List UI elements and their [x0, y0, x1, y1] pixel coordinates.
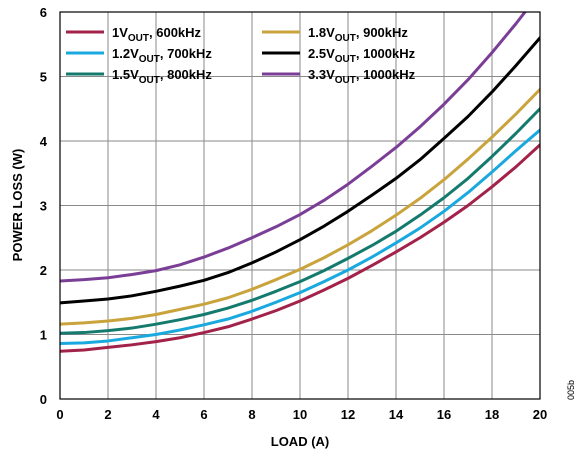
x-tick-label: 18 [485, 407, 499, 422]
legend-label: 1.8VOUT, 900kHz [308, 25, 408, 44]
legend-label-rest: , 900kHz [356, 25, 409, 40]
y-tick-label: 6 [40, 5, 47, 20]
legend-label-main: 3.3V [308, 67, 335, 82]
y-tick-label: 2 [40, 263, 47, 278]
legend-label-subscript: OUT [335, 33, 356, 44]
y-tick-label: 4 [40, 134, 48, 149]
legend-label: 3.3VOUT, 1000kHz [308, 67, 416, 86]
series-line-1 [60, 128, 540, 346]
legend-label-main: 1.5V [112, 67, 139, 82]
y-tick-label: 5 [40, 70, 47, 85]
figure-id: 005b [566, 380, 576, 400]
legend-label-subscript: OUT [139, 75, 160, 86]
x-tick-label: 8 [248, 407, 255, 422]
legend-item-3: 1.8VOUT, 900kHz [262, 25, 408, 44]
legend-label-subscript: OUT [128, 33, 149, 44]
x-tick-label: 16 [437, 407, 451, 422]
legend-label-rest: , 700kHz [160, 46, 213, 61]
series-line-3 [60, 87, 540, 326]
legend-label-main: 1.2V [112, 46, 139, 61]
x-axis-title: LOAD (A) [271, 434, 330, 449]
legend-label-rest: , 600kHz [149, 25, 202, 40]
series-line-0 [60, 143, 540, 353]
legend-label-rest: , 1000kHz [356, 67, 416, 82]
legend-label: 1VOUT, 600kHz [112, 25, 202, 44]
x-tick-labels: 0 2 4 6 8 10 12 14 16 18 20 [56, 407, 547, 422]
legend-label-main: 1V [112, 25, 128, 40]
x-tick-label: 4 [152, 407, 160, 422]
legend-item-2: 1.5VOUT, 800kHz [66, 67, 212, 86]
legend-label-subscript: OUT [335, 75, 356, 86]
y-tick-label: 0 [40, 392, 47, 407]
legend-label: 2.5VOUT, 1000kHz [308, 46, 416, 65]
x-tick-label: 6 [200, 407, 207, 422]
x-tick-label: 10 [293, 407, 307, 422]
legend-label-rest: , 800kHz [160, 67, 213, 82]
y-tick-label: 1 [40, 328, 47, 343]
series-line-2 [60, 107, 540, 335]
x-tick-label: 12 [341, 407, 355, 422]
x-tick-label: 20 [533, 407, 547, 422]
legend-label: 1.5VOUT, 800kHz [112, 67, 212, 86]
legend-item-5: 3.3VOUT, 1000kHz [262, 67, 416, 86]
legend-label-main: 1.8V [308, 25, 335, 40]
legend-label-main: 2.5V [308, 46, 335, 61]
legend-label: 1.2VOUT, 700kHz [112, 46, 212, 65]
y-tick-label: 3 [40, 199, 47, 214]
legend-item-0: 1VOUT, 600kHz [66, 25, 202, 44]
y-tick-labels: 0 1 2 3 4 5 6 [40, 5, 48, 407]
legend-label-subscript: OUT [335, 54, 356, 65]
series-lines [60, 12, 540, 353]
legend-item-1: 1.2VOUT, 700kHz [66, 46, 212, 65]
x-tick-label: 14 [389, 407, 404, 422]
series-line-4 [60, 36, 540, 305]
legend-label-subscript: OUT [139, 54, 160, 65]
legend-item-4: 2.5VOUT, 1000kHz [262, 46, 416, 65]
plot-frame [59, 11, 541, 400]
x-tick-label: 0 [56, 407, 63, 422]
legend-label-rest: , 1000kHz [356, 46, 416, 61]
y-axis-title: POWER LOSS (W) [10, 149, 25, 262]
series-line-5 [60, 12, 527, 283]
x-tick-label: 2 [104, 407, 111, 422]
